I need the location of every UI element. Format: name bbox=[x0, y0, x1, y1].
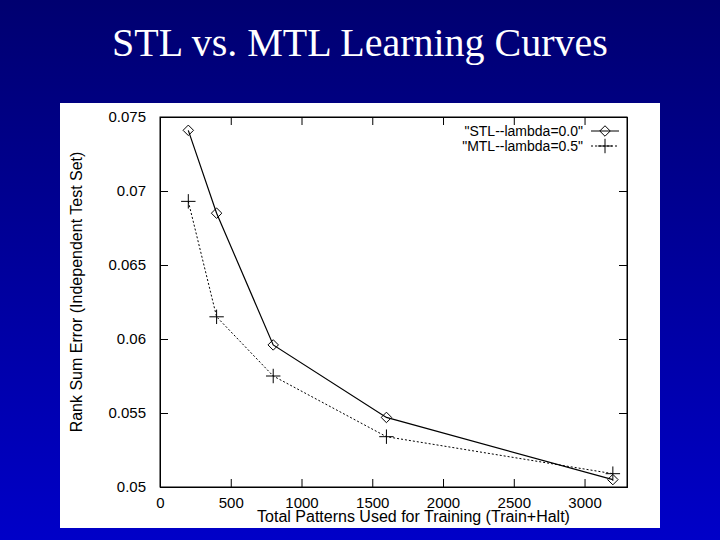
legend-marker bbox=[600, 126, 610, 136]
series-line bbox=[188, 201, 613, 473]
background bbox=[0, 0, 720, 540]
tick-mark bbox=[372, 117, 373, 125]
tick-label: 0.055 bbox=[108, 404, 146, 421]
tick-mark bbox=[160, 339, 168, 340]
tick-label: 0.07 bbox=[117, 182, 146, 199]
series-marker bbox=[211, 208, 221, 218]
tick-mark bbox=[160, 265, 168, 266]
tick: 0.07 bbox=[117, 182, 168, 199]
tick bbox=[443, 117, 444, 125]
tick-mark bbox=[619, 487, 627, 488]
tick bbox=[619, 487, 627, 488]
y-axis: 0.05 0.055 0.06 0.065 0.07 0.075 bbox=[108, 108, 168, 495]
legend-label: "STL--lambda=0.0" bbox=[465, 123, 584, 139]
tick bbox=[619, 265, 627, 266]
tick-mark bbox=[514, 479, 515, 487]
tick: 2500 bbox=[498, 479, 531, 511]
legend-line bbox=[591, 131, 619, 132]
tick-label: 0.075 bbox=[108, 108, 146, 125]
tick-mark bbox=[231, 117, 232, 125]
tick bbox=[619, 339, 627, 340]
chart-panel bbox=[60, 103, 660, 528]
legend-label: "MTL--lambda=0.5" bbox=[462, 138, 583, 154]
tick-mark bbox=[302, 479, 303, 487]
tick-mark bbox=[585, 117, 586, 125]
tick-mark bbox=[443, 479, 444, 487]
tick: 0.055 bbox=[108, 404, 168, 421]
series-marker bbox=[379, 429, 393, 443]
tick: 0.06 bbox=[117, 330, 168, 347]
tick-mark bbox=[619, 117, 627, 118]
y-axis-title: Rank Sum Error (Independent Test Set) bbox=[68, 152, 85, 433]
title: STL vs. MTL Learning Curves bbox=[112, 20, 608, 65]
y-axis-mirror bbox=[619, 118, 628, 488]
series-marker bbox=[381, 412, 391, 422]
plot-frame bbox=[160, 117, 627, 487]
tick-mark bbox=[585, 479, 586, 487]
tick bbox=[231, 117, 232, 125]
tick: 3000 bbox=[568, 479, 601, 511]
tick-mark bbox=[372, 479, 373, 487]
series-line bbox=[188, 130, 613, 479]
tick: 1000 bbox=[285, 479, 318, 511]
tick-mark bbox=[231, 479, 232, 487]
tick-mark bbox=[619, 413, 627, 414]
tick-mark bbox=[619, 265, 627, 266]
tick-mark bbox=[160, 487, 168, 488]
series-marker bbox=[606, 466, 620, 480]
tick bbox=[619, 117, 627, 118]
tick-label: 500 bbox=[219, 494, 244, 511]
series-marker bbox=[181, 194, 195, 208]
legend: "STL--lambda=0.0""MTL--lambda=0.5" bbox=[462, 123, 619, 154]
axis-line bbox=[619, 118, 628, 488]
x-axis-title: Total Patterns Used for Training (Train+… bbox=[257, 508, 570, 525]
series-marker bbox=[266, 369, 280, 383]
axis-line bbox=[161, 118, 169, 488]
tick-label: 3000 bbox=[568, 494, 601, 511]
tick-label: 0.06 bbox=[117, 330, 146, 347]
tick bbox=[302, 117, 303, 125]
tick: 0.075 bbox=[108, 108, 168, 125]
tick-mark bbox=[619, 191, 627, 192]
tick-mark bbox=[443, 117, 444, 125]
tick: 0.05 bbox=[117, 478, 168, 495]
tick: 500 bbox=[219, 479, 244, 511]
series-marker bbox=[268, 340, 278, 350]
tick-label: 0.065 bbox=[108, 256, 146, 273]
tick bbox=[619, 413, 627, 414]
tick-mark bbox=[160, 191, 168, 192]
tick-mark bbox=[160, 413, 168, 414]
tick bbox=[585, 117, 586, 125]
tick: 0.065 bbox=[108, 256, 168, 273]
tick bbox=[372, 117, 373, 125]
tick-mark bbox=[302, 117, 303, 125]
series-marker bbox=[209, 310, 223, 324]
tick-mark bbox=[160, 117, 168, 118]
tick: 2000 bbox=[427, 479, 460, 511]
axis-line bbox=[161, 479, 628, 488]
chart: STL vs. MTL Learning Curves 0 500 1000 1500 2… bbox=[0, 0, 720, 540]
series-marker bbox=[183, 125, 193, 135]
tick-label: 0 bbox=[156, 494, 164, 511]
tick bbox=[619, 191, 627, 192]
tick: 1500 bbox=[356, 479, 389, 511]
tick-mark bbox=[619, 339, 627, 340]
plot-area bbox=[181, 125, 620, 485]
x-axis: 0 500 1000 1500 2000 2500 3000 bbox=[156, 479, 627, 511]
tick-label: 0.05 bbox=[117, 478, 146, 495]
legend-marker bbox=[598, 139, 612, 153]
